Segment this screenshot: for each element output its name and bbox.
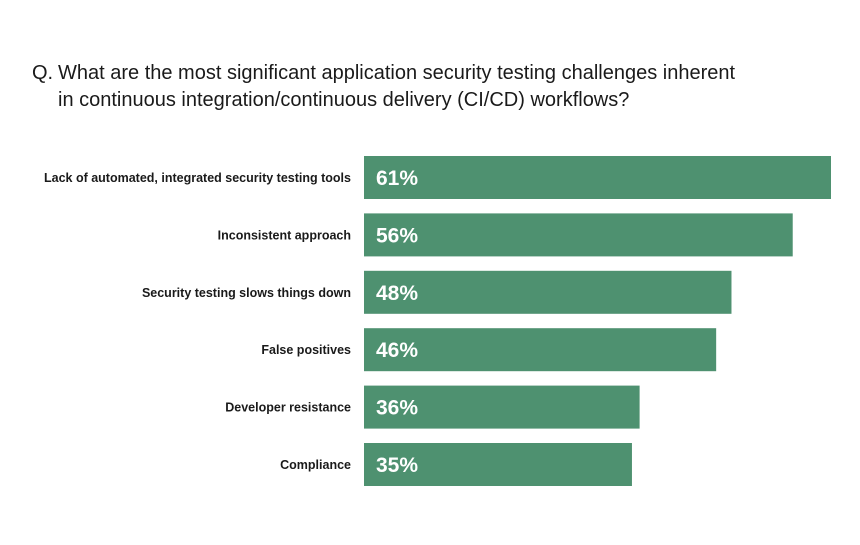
value-label-4: 36% [376, 397, 418, 420]
bar-1 [364, 213, 793, 257]
question-line-2: in continuous integration/continuous del… [58, 89, 630, 111]
category-label-4: Developer resistance [225, 401, 351, 415]
value-label-5: 35% [376, 454, 418, 477]
value-label-3: 46% [376, 339, 418, 362]
bar-3 [364, 328, 717, 372]
category-label-1: Inconsistent approach [218, 228, 351, 242]
category-label-5: Compliance [280, 458, 351, 472]
bar-2 [364, 270, 732, 314]
value-label-1: 56% [376, 224, 418, 247]
category-label-0: Lack of automated, integrated security t… [44, 171, 351, 185]
question-prefix: Q. [32, 62, 54, 84]
bars-group: Lack of automated, integrated security t… [44, 156, 831, 486]
category-label-2: Security testing slows things down [142, 286, 351, 300]
bar-0 [364, 156, 831, 199]
category-label-3: False positives [261, 343, 351, 357]
value-label-2: 48% [376, 282, 418, 305]
bar-5 [364, 443, 632, 486]
question-line-1: What are the most significant applicatio… [58, 62, 736, 84]
bar-4 [364, 385, 640, 429]
question-title: Q. What are the most significant applicat… [32, 60, 832, 114]
value-label-0: 61% [376, 167, 418, 190]
